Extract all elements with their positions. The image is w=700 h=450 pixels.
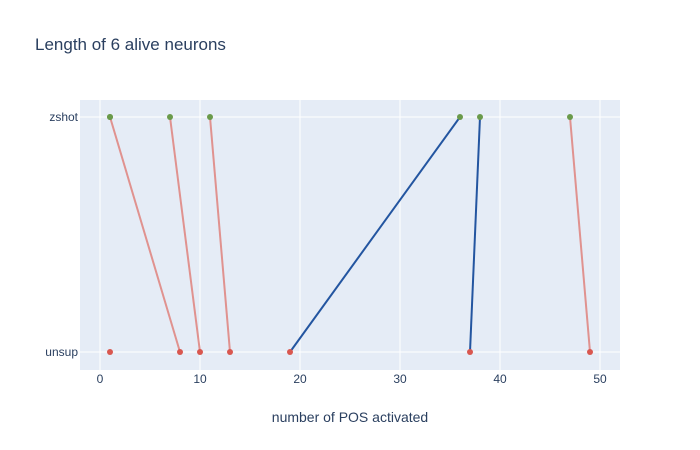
unsup-point — [227, 349, 233, 355]
unsup-point — [177, 349, 183, 355]
neuron-line-decrease — [569, 116, 591, 353]
neuron-line-decrease — [209, 116, 231, 353]
x-tick-label: 20 — [293, 372, 307, 386]
unsup-point — [287, 349, 293, 355]
neuron-line-decrease — [169, 116, 201, 353]
plot-area — [80, 100, 620, 370]
unsup-point — [587, 349, 593, 355]
x-tick-label: 50 — [593, 372, 607, 386]
zshot-point — [207, 114, 213, 120]
neuron-line-increase — [289, 116, 461, 353]
y-tick-label: unsup — [45, 345, 78, 359]
zshot-point — [567, 114, 573, 120]
x-tick-label: 0 — [97, 372, 104, 386]
tick-labels: 0 10 20 30 40 50 unsup zshot — [45, 110, 607, 386]
unsup-point — [197, 349, 203, 355]
x-tick-label: 10 — [193, 372, 207, 386]
x-tick-label: 40 — [493, 372, 507, 386]
zshot-point — [457, 114, 463, 120]
unsup-point — [467, 349, 473, 355]
x-tick-label: 30 — [393, 372, 407, 386]
unsup-point — [107, 349, 113, 355]
neuron-line-decrease — [109, 116, 181, 353]
x-axis-title: number of POS activated — [272, 409, 428, 425]
neuron-line-increase — [469, 116, 481, 353]
chart-title: Length of 6 alive neurons — [35, 35, 226, 54]
zshot-point — [167, 114, 173, 120]
zshot-point — [477, 114, 483, 120]
data-points — [107, 114, 593, 355]
zshot-point — [107, 114, 113, 120]
connector-lines — [109, 116, 591, 353]
y-tick-label: zshot — [49, 110, 78, 124]
